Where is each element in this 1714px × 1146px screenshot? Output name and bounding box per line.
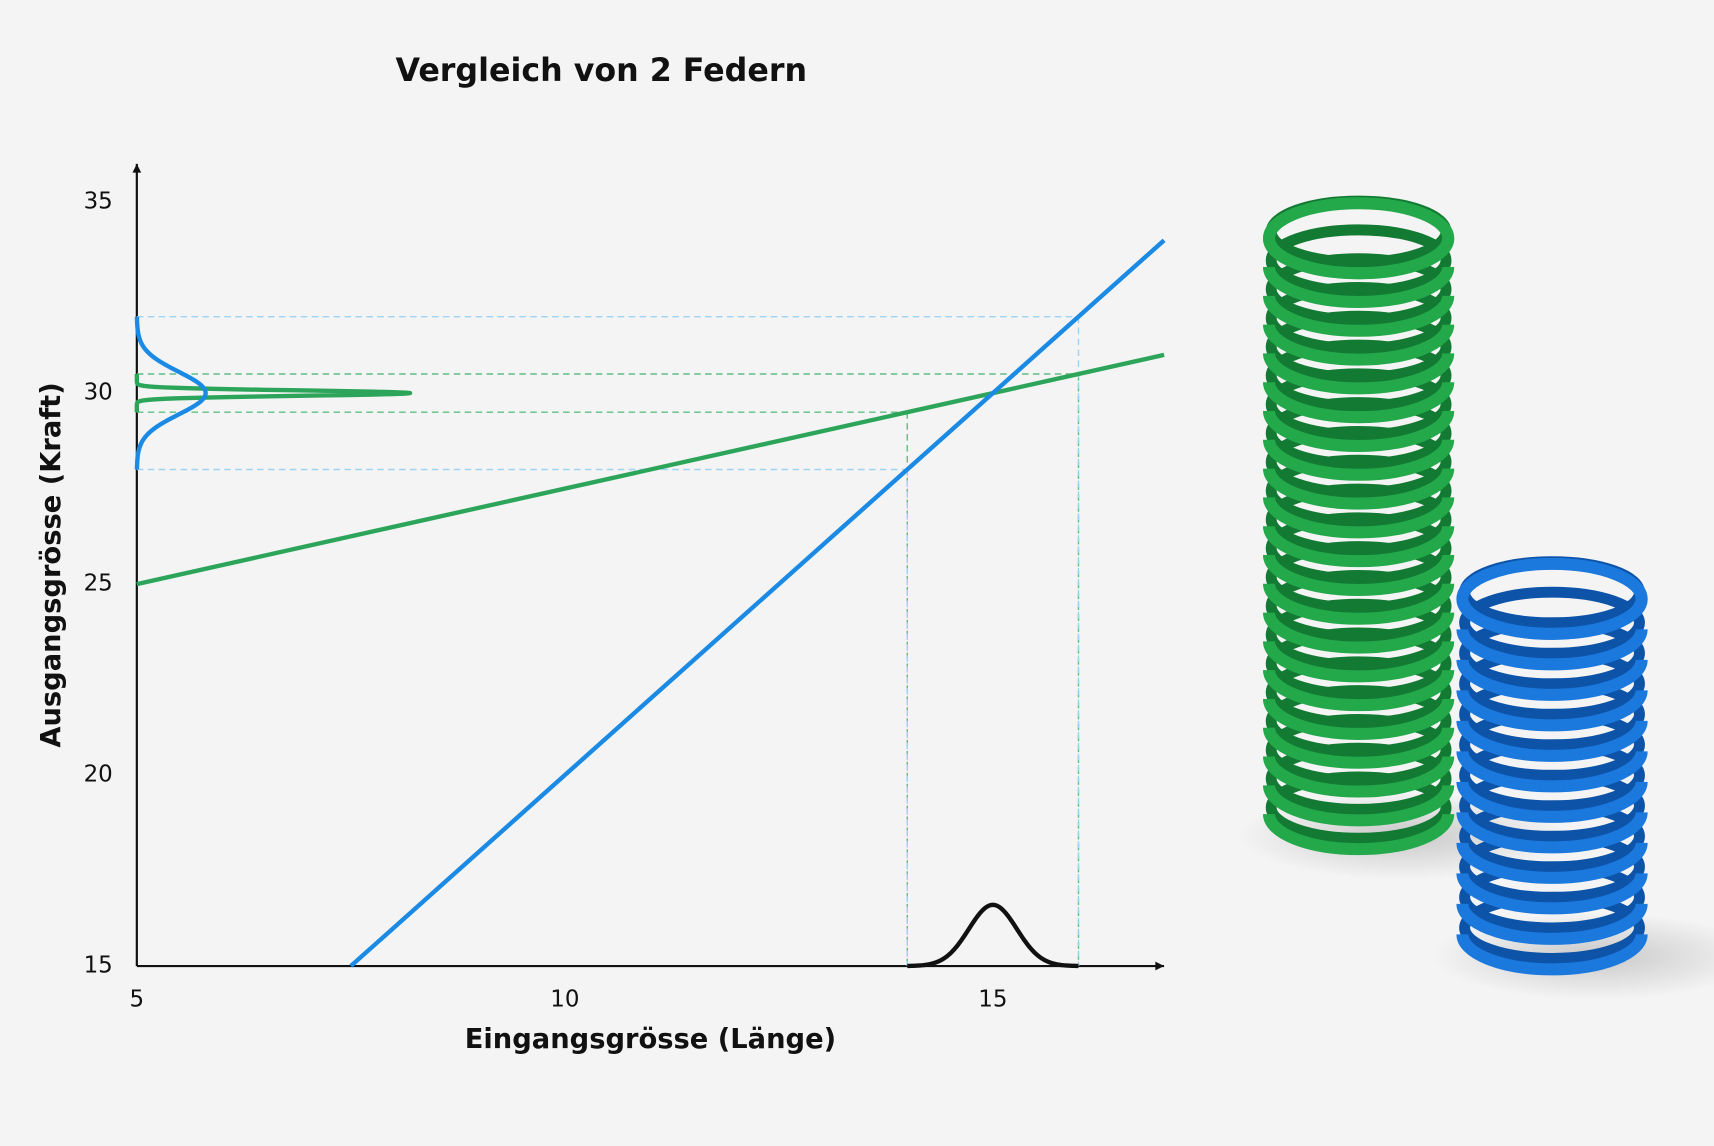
spring-coil <box>1262 640 1455 683</box>
spring-coil <box>1456 659 1648 701</box>
input-distribution <box>907 902 1079 969</box>
y-tick-label: 25 <box>84 571 113 597</box>
spring-coil <box>1456 750 1648 793</box>
spring-top <box>1456 557 1648 640</box>
spring-coil <box>1262 324 1455 366</box>
x-axis-arrow <box>1155 961 1165 971</box>
spring-coil-back <box>1265 224 1452 297</box>
x-tick-label: 10 <box>550 986 579 1012</box>
spring-coil <box>1262 813 1455 856</box>
spring-coil <box>1262 698 1455 740</box>
spring-coil <box>1262 381 1455 424</box>
spring-coil <box>1456 689 1648 732</box>
spring-coil <box>1456 933 1648 976</box>
spring-coil <box>1456 720 1648 762</box>
spring-coil-back <box>1459 586 1645 659</box>
output-distribution <box>134 316 208 470</box>
springs-illustration <box>1238 195 1714 1000</box>
y-axis-title: Ausgangsgrösse (Kraft) <box>36 382 67 747</box>
spring-coil <box>1456 842 1648 884</box>
spring-coil <box>1456 781 1648 823</box>
line-series <box>349 238 1166 968</box>
spring-coil <box>1262 755 1455 798</box>
spring-coil <box>1262 468 1455 510</box>
spring-coil <box>1262 525 1455 568</box>
y-tick-label: 30 <box>84 380 113 406</box>
x-tick-label: 5 <box>130 986 145 1012</box>
spring-coil <box>1262 496 1455 539</box>
y-tick-label: 15 <box>84 953 113 979</box>
x-axis-title: Eingangsgrösse (Länge) <box>465 1024 836 1055</box>
output-distribution <box>134 372 413 414</box>
spring-coil <box>1456 903 1648 945</box>
x-tick-label: 15 <box>978 986 1007 1012</box>
chart-title: Vergleich von 2 Federn <box>396 53 808 89</box>
spring-coil <box>1262 352 1455 395</box>
spring-coil <box>1262 554 1455 596</box>
y-axis-arrow <box>132 163 142 173</box>
spring-coil <box>1262 295 1455 337</box>
spring-coil <box>1262 266 1455 309</box>
spring-coil <box>1262 611 1455 654</box>
spring-top <box>1262 197 1455 280</box>
spring-coil <box>1262 727 1455 769</box>
spring-coil <box>1456 628 1648 671</box>
spring-coil <box>1262 784 1455 827</box>
spring-coil <box>1262 583 1455 625</box>
y-tick-label: 20 <box>84 762 113 788</box>
spring-coil <box>1456 811 1648 854</box>
spring-coil <box>1262 669 1455 712</box>
spring-coil <box>1262 439 1455 481</box>
spring-coil <box>1456 872 1648 915</box>
spring-coil <box>1262 410 1455 452</box>
y-tick-label: 35 <box>84 189 113 215</box>
